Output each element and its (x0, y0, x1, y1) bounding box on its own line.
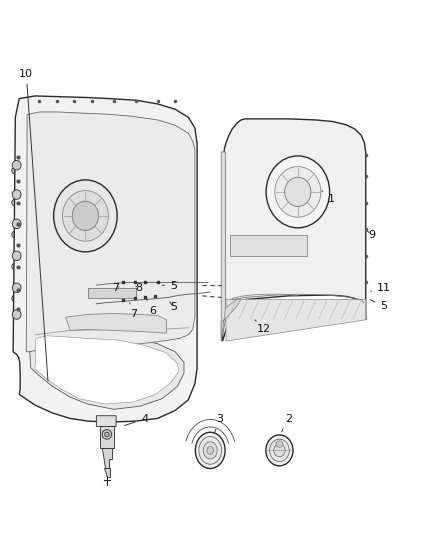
Text: 7: 7 (130, 303, 137, 319)
Ellipse shape (12, 251, 21, 261)
Polygon shape (100, 426, 114, 448)
Ellipse shape (12, 160, 21, 170)
Ellipse shape (105, 432, 109, 437)
Polygon shape (96, 416, 116, 433)
Polygon shape (223, 119, 366, 341)
Ellipse shape (285, 177, 311, 207)
Ellipse shape (275, 166, 321, 217)
Ellipse shape (102, 430, 112, 439)
Polygon shape (88, 288, 136, 298)
Text: 3: 3 (214, 414, 223, 433)
Ellipse shape (12, 295, 17, 302)
Polygon shape (221, 300, 241, 341)
Ellipse shape (199, 437, 222, 464)
Ellipse shape (12, 167, 17, 174)
Text: 4: 4 (124, 414, 148, 425)
Text: 5: 5 (371, 300, 387, 311)
Polygon shape (221, 152, 226, 341)
Ellipse shape (12, 199, 17, 206)
Ellipse shape (12, 263, 17, 270)
Text: 12: 12 (255, 320, 271, 334)
Ellipse shape (12, 283, 21, 293)
Text: 9: 9 (367, 230, 375, 239)
Ellipse shape (62, 191, 109, 241)
Text: 8: 8 (136, 283, 143, 293)
Polygon shape (13, 96, 197, 422)
Text: 11: 11 (371, 283, 391, 293)
Ellipse shape (266, 156, 330, 228)
Polygon shape (102, 448, 112, 468)
Ellipse shape (276, 441, 283, 447)
Text: 10: 10 (19, 69, 48, 381)
Ellipse shape (203, 442, 217, 459)
Polygon shape (230, 235, 307, 256)
Text: 2: 2 (282, 414, 292, 432)
Ellipse shape (12, 310, 21, 319)
Ellipse shape (53, 180, 117, 252)
Ellipse shape (12, 219, 21, 229)
Ellipse shape (195, 432, 225, 469)
Ellipse shape (266, 435, 293, 466)
Ellipse shape (269, 439, 290, 462)
Text: 5: 5 (170, 302, 177, 312)
Polygon shape (104, 468, 110, 477)
Polygon shape (26, 112, 195, 352)
Polygon shape (226, 300, 366, 341)
Ellipse shape (12, 231, 17, 238)
Polygon shape (66, 313, 166, 333)
Ellipse shape (274, 444, 285, 457)
Polygon shape (35, 336, 179, 404)
Text: 6: 6 (147, 300, 156, 316)
Ellipse shape (207, 446, 213, 454)
Ellipse shape (72, 201, 99, 231)
Polygon shape (30, 333, 184, 409)
Ellipse shape (12, 190, 21, 199)
Text: 1: 1 (322, 191, 335, 204)
Text: 7: 7 (113, 283, 120, 293)
Text: 5: 5 (162, 281, 177, 290)
